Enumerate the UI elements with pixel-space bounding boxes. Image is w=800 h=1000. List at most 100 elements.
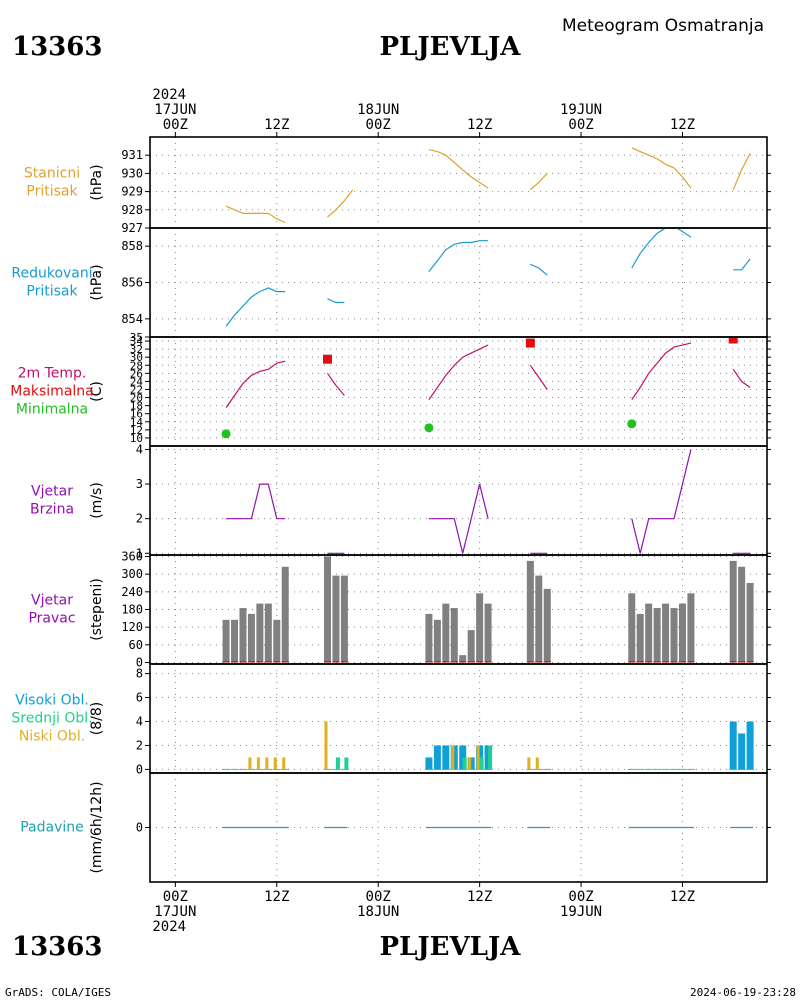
y-tick-label: 0 <box>136 821 143 835</box>
y-tick-label: 300 <box>121 567 143 581</box>
wind-dir-base <box>264 661 272 663</box>
y-tick-label: 240 <box>121 585 143 599</box>
wind-dir-base <box>670 661 678 663</box>
y-tick-label: 4 <box>136 714 143 728</box>
wind-dir-bar <box>442 603 450 663</box>
y-tick-label: 3 <box>136 477 143 491</box>
time-label-top: 18JUN <box>357 102 399 118</box>
y-tick-label: 0 <box>136 762 143 776</box>
series-line <box>226 483 286 520</box>
wind-dir-base <box>628 661 636 663</box>
wind-dir-base <box>323 661 331 663</box>
cloud-high-bar <box>738 733 746 770</box>
y-tick-label: 854 <box>121 312 143 326</box>
y-axis: 854 856 858 <box>121 239 771 326</box>
wind-dir-base <box>450 661 458 663</box>
y-tick-label: 12 <box>130 424 143 437</box>
y-tick-label: 20 <box>130 392 143 405</box>
cloud-mid-bar <box>335 757 340 770</box>
wind-dir-bar <box>543 588 551 663</box>
station-id: 13363 <box>12 32 102 62</box>
y-tick-label: 180 <box>121 603 143 617</box>
cloud-low-bar <box>256 757 260 770</box>
timestamp-text: 2024-06-19-23:28 <box>690 986 796 999</box>
series-line <box>428 344 489 400</box>
y-tick-label: 1 <box>136 546 143 560</box>
y-tick-label: 858 <box>121 239 143 253</box>
y-tick-label: 2 <box>136 512 143 526</box>
y-tick-label: 35 <box>130 331 143 344</box>
time-label-top: 19JUN <box>560 102 602 118</box>
cloud-low-bar <box>476 745 480 770</box>
time-label-bottom: 17JUN <box>154 904 196 920</box>
wind-dir-base <box>484 661 492 663</box>
time-label-bottom: 2024 <box>152 919 186 935</box>
time-label-top: 17JUN <box>154 102 196 118</box>
panel-label: Vjetar <box>31 484 73 500</box>
panel-label: Redukovani <box>11 266 92 282</box>
cloud-high-bar <box>442 745 450 770</box>
wind-dir-base <box>281 661 289 663</box>
time-label-bottom: 12Z <box>264 889 289 905</box>
time-label-bottom: 12Z <box>467 889 492 905</box>
wind-dir-bar <box>433 619 441 663</box>
wind-dir-base <box>433 661 441 663</box>
wind-dir-bar <box>687 593 695 663</box>
content <box>225 228 751 327</box>
y-axis-label: (mm/6h/12h) <box>89 781 105 873</box>
wind-dir-bar <box>222 619 230 663</box>
cloud-low-bar <box>273 757 277 770</box>
y-tick-label: 4 <box>136 442 143 456</box>
panel-label: Pritisak <box>26 284 78 300</box>
grid <box>150 664 767 773</box>
y-tick-label: 34 <box>130 335 144 348</box>
grid <box>150 337 767 446</box>
y-tick-label: 927 <box>121 221 143 235</box>
series-line <box>732 153 751 191</box>
y-tick-label: 28 <box>130 359 143 372</box>
cloud-low-bar <box>535 757 539 770</box>
series-line <box>631 147 692 189</box>
series-line <box>529 364 548 390</box>
y-tick-label: 60 <box>129 638 143 652</box>
time-label-bottom: 00Z <box>568 889 593 905</box>
y-tick-label: 32 <box>130 343 143 356</box>
series-line <box>428 149 489 189</box>
y-tick-label: 929 <box>121 185 143 199</box>
cloud-low-bar <box>265 757 269 770</box>
wind-dir-bar <box>484 603 492 663</box>
content <box>222 721 755 770</box>
panel-frame <box>149 772 768 883</box>
wind-dir-bar <box>670 608 678 663</box>
y-tick-label: 360 <box>121 549 143 563</box>
cloud-low-bar <box>468 757 472 770</box>
wind-dir-base <box>425 661 433 663</box>
panel-precipitation: 0 (mm/6h/12h) Padavine <box>20 772 771 883</box>
wind-dir-base <box>459 661 467 663</box>
series-line <box>327 189 354 218</box>
wind-dir-base <box>636 661 644 663</box>
y-tick-label: 22 <box>130 383 143 396</box>
y-axis-label: (hPa) <box>89 264 105 300</box>
wind-dir-base <box>442 661 450 663</box>
footer-station-id: 13363 <box>12 932 102 962</box>
wind-dir-base <box>662 661 670 663</box>
time-label-bottom: 19JUN <box>560 904 602 920</box>
wind-dir-bar <box>526 560 534 663</box>
y-axis-label: (m/s) <box>89 482 105 519</box>
panel-frame <box>149 136 768 229</box>
wind-dir-base <box>273 661 281 663</box>
y-tick-label: 10 <box>130 432 143 445</box>
wind-dir-bar <box>281 566 289 663</box>
wind-dir-base <box>746 661 754 663</box>
y-tick-label: 928 <box>121 203 143 217</box>
grid <box>150 228 767 337</box>
panel-wind-direction: 0 60 120 180 240 300 360 (stepeni) Vjetar Pravac <box>28 549 771 670</box>
y-axis-label: (8/8) <box>89 702 105 735</box>
y-tick-label: 30 <box>130 351 143 364</box>
y-axis: 1 2 3 4 <box>136 442 771 560</box>
product-title: Meteogram Osmatranja <box>562 16 764 36</box>
